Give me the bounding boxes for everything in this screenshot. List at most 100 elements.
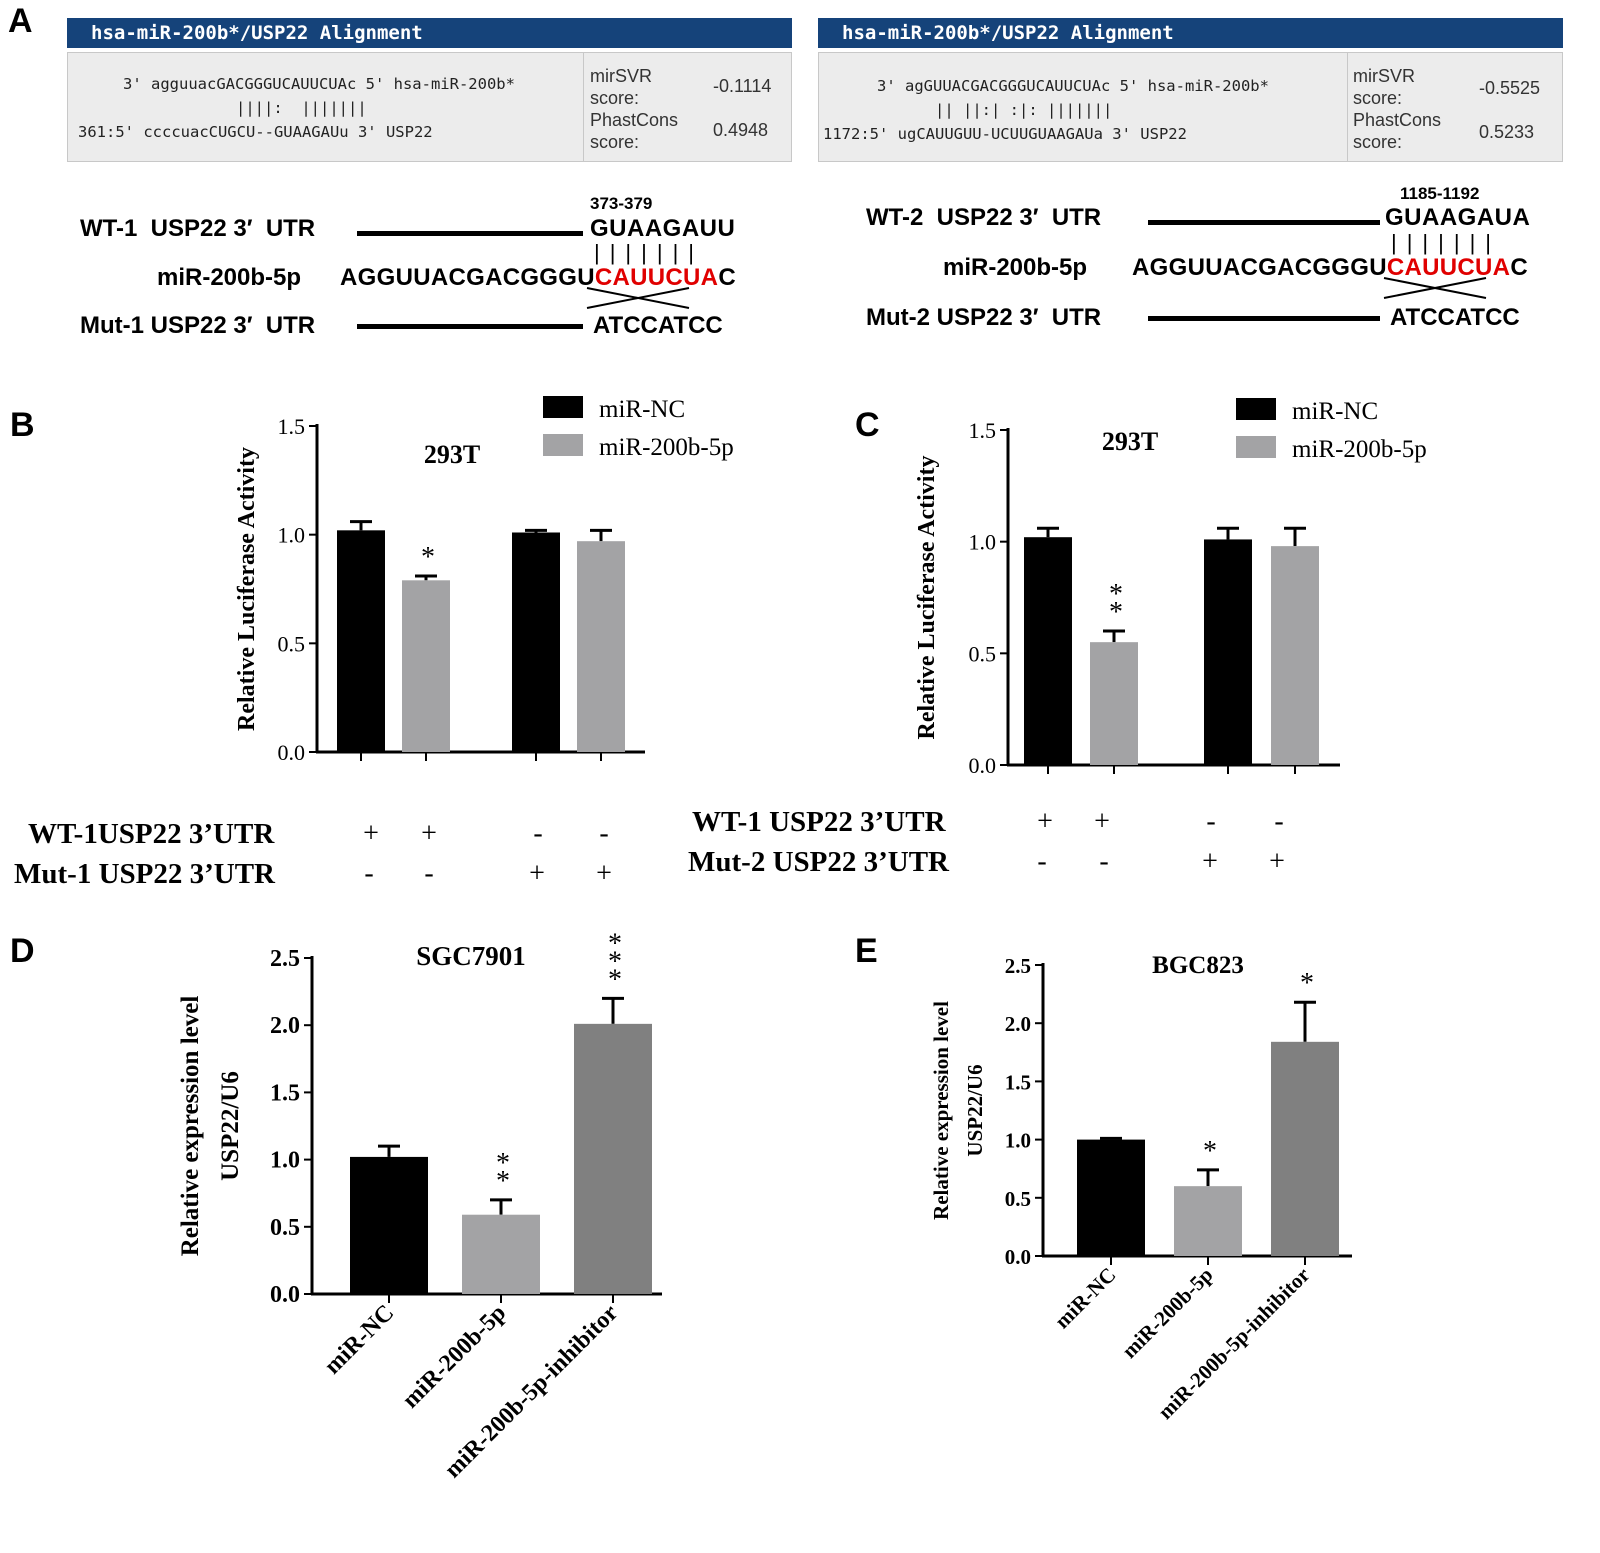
panel-label-a: A <box>8 2 33 40</box>
significance-marker: * <box>496 1148 510 1179</box>
chart-e: 0.0 0.5 1.0 1.5 2.0 2.5 BGC823 Relative express… <box>929 952 1352 1424</box>
y-tick-label: 1.0 <box>1005 1129 1031 1153</box>
mirsvr-label: mirSVR score: <box>590 66 652 108</box>
significance-marker: * <box>496 1166 510 1197</box>
table-c-cell: + <box>1269 846 1285 877</box>
alignment-separator <box>1347 53 1348 161</box>
wt-label-left: WT-1 USP22 3′ UTR <box>80 215 316 242</box>
y-tick-label: 1.5 <box>270 1080 300 1106</box>
chart-title: BGC823 <box>1152 952 1244 979</box>
panel-label-b: B <box>10 406 35 444</box>
phastcons-label: PhastCons score: <box>590 110 679 152</box>
significance-marker: * <box>608 928 622 959</box>
mirsvr-value: -0.5525 <box>1479 78 1541 98</box>
panel-label-c: C <box>855 406 880 444</box>
x-category-label: miR-200b-5p <box>398 1300 512 1414</box>
phastcons-value: 0.4948 <box>713 120 769 140</box>
table-b-cell: + <box>363 818 379 849</box>
alignment-pair-line: ||||: ||||||| <box>236 99 367 117</box>
table-c-cell: + <box>1037 806 1053 837</box>
significance-marker: * <box>608 946 622 977</box>
bar <box>1174 1186 1242 1256</box>
table-c-cell: - <box>1274 806 1284 837</box>
y-tick-label: 0.0 <box>270 1282 300 1308</box>
y-tick-label: 2.0 <box>270 1013 300 1039</box>
bar <box>1204 539 1252 765</box>
bar <box>1271 1041 1339 1256</box>
bar <box>1077 1139 1145 1256</box>
y-tick-label: 1.0 <box>278 523 306 548</box>
x-category-label: miR-NC <box>320 1300 400 1380</box>
alignment-title-left: hsa-miR-200b*/USP22 Alignment <box>67 18 792 48</box>
y-tick-label: 1.5 <box>969 418 997 443</box>
legend-label: miR-200b-5p <box>1292 436 1427 463</box>
wt-utr-line-right <box>1148 220 1380 225</box>
y-tick-label: 1.0 <box>969 530 997 555</box>
pairing-bars-right: ||||||| <box>1391 230 1502 255</box>
panel-label-d: D <box>10 932 35 970</box>
alignment-mirna-line: 3' agguuacGACGGGUCAUUCUAc 5' hsa-miR-200… <box>123 75 515 93</box>
y-axis-label: Relative Luciferase Activity <box>914 456 940 740</box>
wt-seq-right: GUAAGAUA <box>1385 204 1531 231</box>
bar <box>350 1156 428 1294</box>
y-axis-label-2: USP22/U6 <box>963 1064 987 1156</box>
alignment-target-line: 361:5' ccccuacCUGCU--GUAAGAUu 3' USP22 <box>78 123 433 141</box>
table-c-cell: - <box>1099 846 1109 877</box>
significance-marker: * <box>1109 597 1123 628</box>
mut-seq-right: ATCCATCC <box>1390 304 1520 331</box>
legend-swatch <box>1236 436 1276 458</box>
bar <box>1271 546 1319 765</box>
significance-marker: * <box>1109 579 1123 610</box>
bar <box>512 532 560 752</box>
phastcons-label: PhastCons score: <box>1353 110 1442 152</box>
mirsvr-value: -0.1114 <box>713 76 772 96</box>
chart-c: 0.0 0.5 1.0 1.5 293T Relative Luciferase Acti… <box>914 398 1427 778</box>
y-axis-label: Relative Luciferase Activity <box>234 447 260 731</box>
bar <box>462 1214 540 1294</box>
legend-label: miR-NC <box>599 396 685 423</box>
phastcons-value: 0.5233 <box>1479 122 1535 142</box>
mir-seq-right: AGGUUACGACGGGUCAUUCUAC <box>1132 254 1528 281</box>
bar <box>574 1023 652 1294</box>
y-tick-label: 0.0 <box>1005 1245 1031 1269</box>
alignment-title-right: hsa-miR-200b*/USP22 Alignment <box>818 18 1563 48</box>
bar <box>1090 642 1138 765</box>
legend-label: miR-200b-5p <box>599 434 734 461</box>
wt-seq-left: GUAAGAUU <box>590 215 736 242</box>
chart-d: 0.0 0.5 1.0 1.5 2.0 2.5 SGC7901 Relative expres… <box>177 928 662 1483</box>
mirsvr-label: mirSVR score: <box>1353 66 1415 108</box>
y-tick-label: 0.5 <box>278 631 306 656</box>
chart-title: 293T <box>1102 427 1158 456</box>
table-b-row2-label: Mut-1 USP22 3’UTR <box>14 858 275 890</box>
alignment-box-left: 3' agguuacGACGGGUCAUUCUAc 5' hsa-miR-200… <box>67 52 792 162</box>
mutation-cross-right <box>1383 277 1487 299</box>
legend-swatch <box>543 434 583 456</box>
table-b-cell: + <box>421 818 437 849</box>
table-c-cell: - <box>1037 846 1047 877</box>
alignment-separator <box>583 53 584 161</box>
pairing-bars-left: ||||||| <box>594 240 705 265</box>
legend-label: miR-NC <box>1292 398 1378 425</box>
mir-label-right: miR-200b-5p <box>943 254 1088 281</box>
alignment-box-right: 3' agGUUACGACGGGUCAUUCUAc 5' hsa-miR-200… <box>818 52 1563 162</box>
mir-seq-left: AGGUUACGACGGGUCAUUCUAC <box>340 264 736 291</box>
table-c-row2-label: Mut-2 USP22 3’UTR <box>688 846 949 878</box>
y-tick-label: 2.5 <box>270 946 300 972</box>
significance-marker: * <box>421 542 435 573</box>
significance-marker: * <box>1203 1136 1217 1167</box>
bar <box>1024 537 1072 765</box>
bar <box>337 530 385 752</box>
chart-b: 0.0 0.5 1.0 1.5 293T Relative Luciferase Acti… <box>234 396 734 765</box>
mut-seq-left: ATCCATCC <box>593 312 723 339</box>
table-b-cell: - <box>424 858 434 889</box>
wt-utr-line-left <box>357 231 583 236</box>
significance-marker: * <box>1300 968 1314 999</box>
mut-utr-line-left <box>357 324 583 329</box>
chart-title: 293T <box>424 440 480 469</box>
site-position-right: 1185-1192 <box>1400 184 1480 203</box>
chart-title: SGC7901 <box>416 941 526 971</box>
table-b-cell: - <box>533 818 543 849</box>
bar <box>577 541 625 752</box>
legend-swatch <box>1236 398 1276 420</box>
